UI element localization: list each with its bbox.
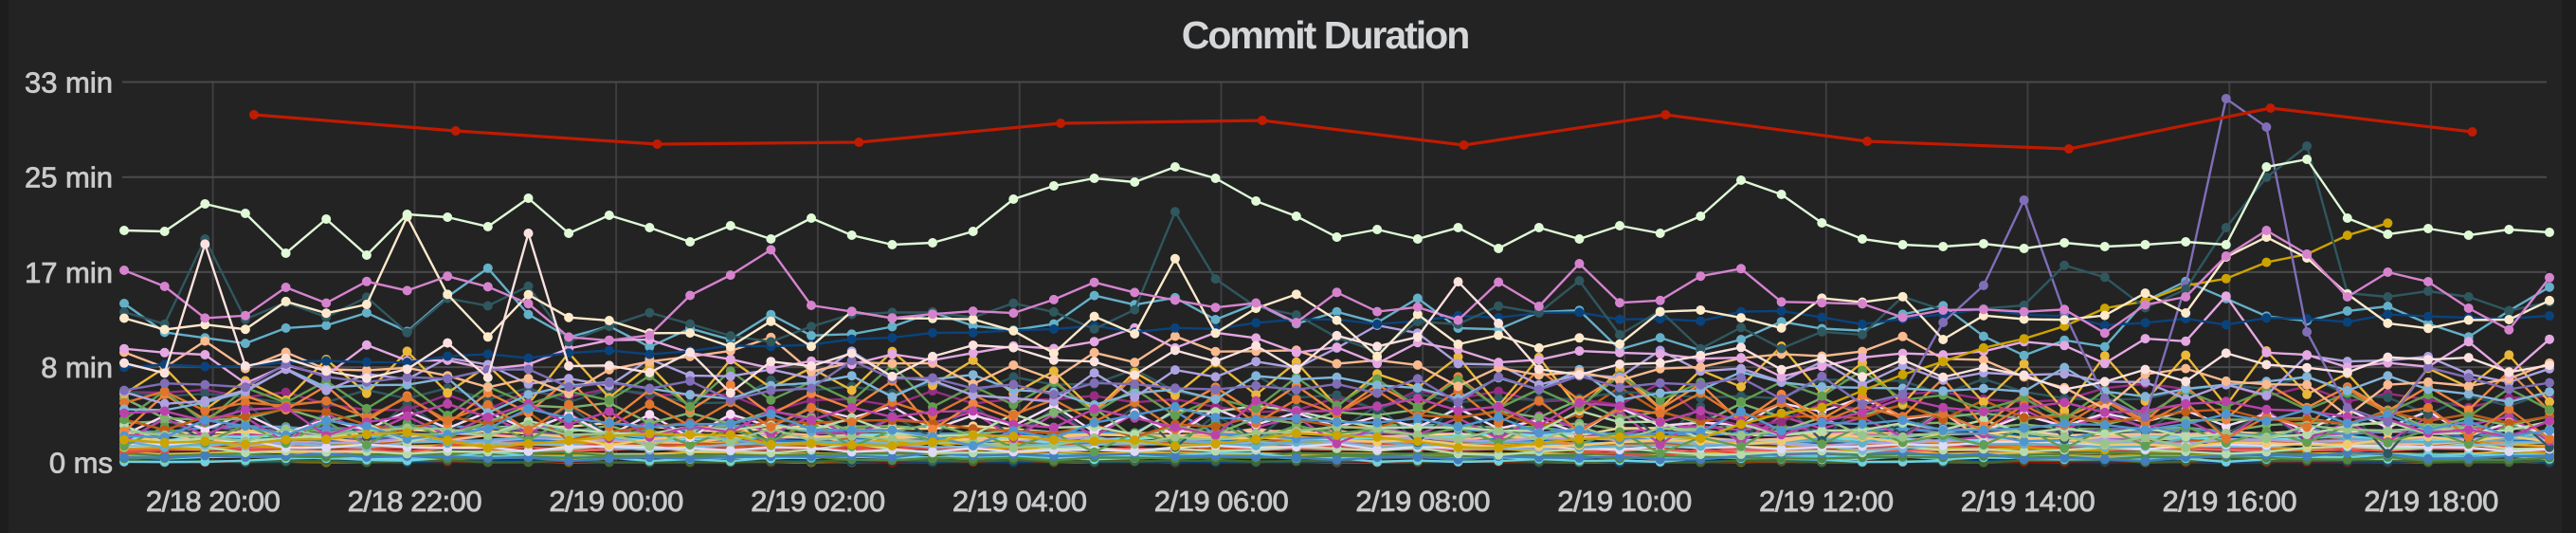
svg-text:2/19 18:00: 2/19 18:00 xyxy=(2364,485,2498,518)
svg-text:2/18 22:00: 2/18 22:00 xyxy=(348,485,482,518)
svg-text:25 min: 25 min xyxy=(25,161,113,194)
svg-text:33 min: 33 min xyxy=(25,66,113,100)
svg-text:2/19 16:00: 2/19 16:00 xyxy=(2163,485,2297,518)
svg-text:8 min: 8 min xyxy=(41,351,113,384)
svg-text:2/19 14:00: 2/19 14:00 xyxy=(1961,485,2095,518)
svg-text:2/19 04:00: 2/19 04:00 xyxy=(952,485,1087,518)
svg-text:2/19 08:00: 2/19 08:00 xyxy=(1355,485,1490,518)
svg-text:Commit Duration: Commit Duration xyxy=(1182,13,1469,57)
svg-text:2/19 00:00: 2/19 00:00 xyxy=(549,485,683,518)
svg-text:2/19 06:00: 2/19 06:00 xyxy=(1154,485,1289,518)
svg-text:0 ms: 0 ms xyxy=(49,446,113,479)
svg-text:17 min: 17 min xyxy=(25,256,113,289)
svg-text:2/18 20:00: 2/18 20:00 xyxy=(146,485,281,518)
svg-text:2/19 12:00: 2/19 12:00 xyxy=(1759,485,1894,518)
svg-text:2/19 02:00: 2/19 02:00 xyxy=(751,485,885,518)
svg-text:2/19 10:00: 2/19 10:00 xyxy=(1557,485,1692,518)
